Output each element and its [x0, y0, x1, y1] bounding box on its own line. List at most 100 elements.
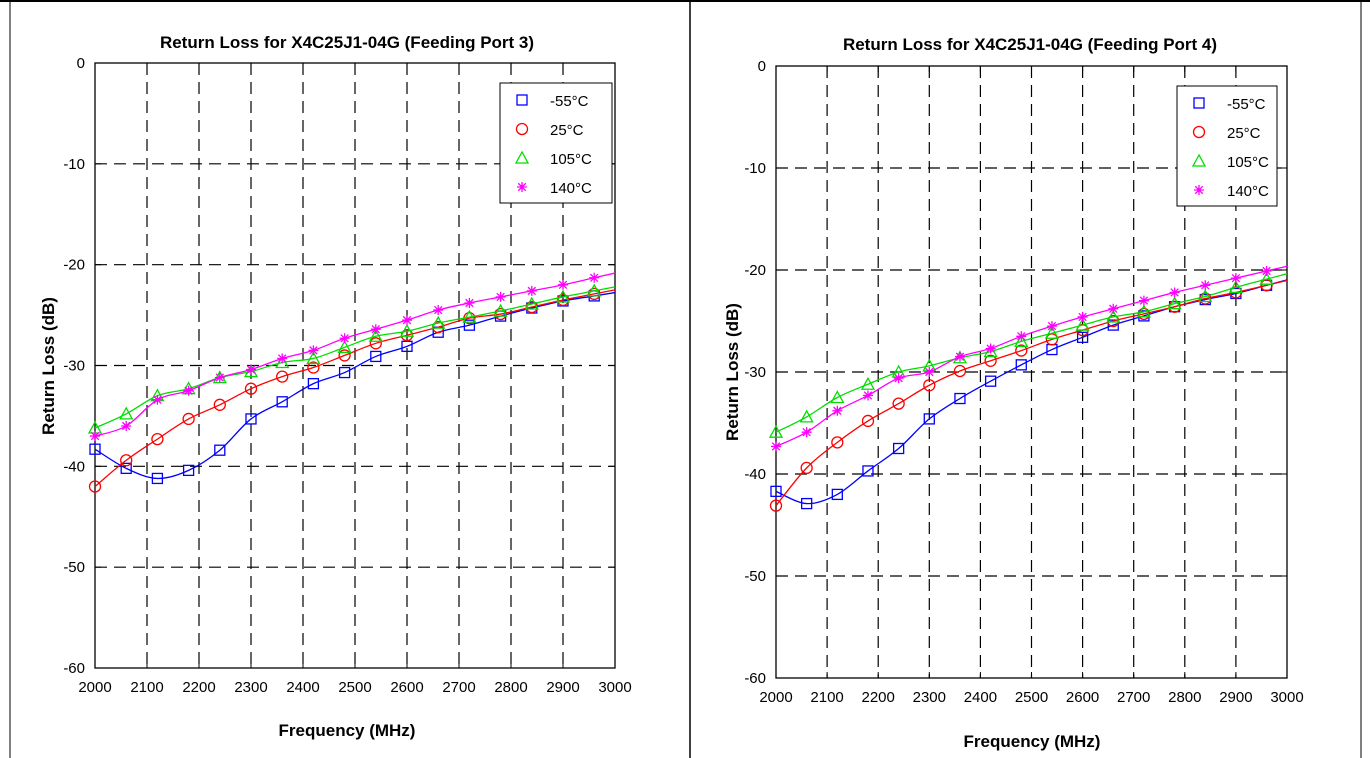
data-point-2 — [119, 406, 134, 420]
data-point-3 — [152, 394, 163, 405]
data-point-2 — [587, 283, 602, 297]
y-tick-label: -50 — [63, 559, 85, 576]
data-point-2 — [1136, 304, 1152, 318]
data-point-0 — [463, 319, 476, 331]
data-point-0 — [984, 375, 997, 387]
data-point-0 — [923, 413, 935, 425]
chart-title: Return Loss for X4C25J1-04G (Feeding Por… — [160, 33, 534, 52]
data-point-3 — [1200, 280, 1211, 291]
data-point-0 — [1015, 359, 1027, 371]
data-point-2 — [555, 289, 571, 303]
axis-ticks: 2000 2100 2200 2300 2400 2500 2600 2700 2800 2900… — [744, 58, 1303, 706]
data-point-1 — [182, 412, 195, 426]
x-tick-label: 2400 — [286, 679, 319, 696]
data-point-0 — [862, 465, 874, 477]
axis-ticks: 2000 2100 2200 2300 2400 2500 2600 2700 2800 2900… — [63, 55, 631, 696]
data-point-1 — [800, 461, 813, 475]
data-point-3 — [1261, 266, 1272, 277]
data-point-2 — [860, 376, 876, 390]
y-tick-label: -20 — [63, 257, 85, 274]
legend-label: 105°C — [550, 151, 592, 168]
data-point-2 — [524, 296, 539, 310]
data-point-0 — [370, 350, 382, 363]
data-point-3 — [893, 373, 904, 384]
data-point-0 — [182, 464, 195, 477]
data-point-3 — [801, 427, 812, 438]
data-point-1 — [892, 397, 905, 410]
y-axis-label: Return Loss (dB) — [39, 297, 58, 435]
series-line-1 — [775, 279, 1288, 507]
x-tick-label: 2800 — [1168, 689, 1201, 706]
data-point-0 — [954, 392, 966, 405]
data-point-3 — [339, 333, 350, 344]
data-point-2 — [337, 339, 352, 354]
y-axis-label: Return Loss (dB) — [723, 303, 742, 441]
data-point-3 — [924, 367, 935, 377]
chart-port-3: Return Loss for X4C25J1-04G (Feeding Por… — [39, 33, 632, 740]
y-tick-label: -30 — [744, 364, 766, 381]
data-point-0 — [892, 442, 905, 455]
data-point-1 — [769, 499, 783, 512]
data-point-2 — [1106, 309, 1121, 323]
data-point-2 — [1228, 279, 1243, 293]
data-point-3 — [526, 285, 537, 296]
data-point-0 — [120, 462, 132, 475]
data-point-3 — [1230, 273, 1241, 284]
data-point-3 — [589, 272, 600, 283]
data-point-0 — [801, 497, 813, 510]
data-point-2 — [306, 351, 321, 365]
y-tick-label: -30 — [63, 358, 85, 375]
y-tick-label: -10 — [744, 160, 766, 177]
y-tick-label: 0 — [77, 55, 85, 72]
legend-marker-2 — [1191, 153, 1207, 167]
chart-port-4: Return Loss for X4C25J1-04G (Feeding Por… — [723, 35, 1304, 751]
data-point-3 — [1169, 287, 1180, 298]
data-point-2 — [1259, 271, 1274, 285]
legend-label: -55°C — [1227, 96, 1266, 113]
data-point-3 — [954, 351, 965, 362]
x-tick-label: 2000 — [78, 679, 111, 696]
data-point-0 — [276, 396, 288, 408]
x-tick-label: 3000 — [1270, 689, 1303, 706]
y-tick-label: -50 — [744, 568, 766, 585]
data-point-1 — [953, 364, 967, 378]
data-point-2 — [431, 315, 446, 329]
legend-marker-1 — [1192, 125, 1206, 139]
data-point-1 — [338, 349, 351, 362]
data-point-1 — [276, 370, 289, 383]
legend-marker-3 — [517, 182, 527, 192]
x-tick-label: 2500 — [338, 679, 371, 696]
data-point-1 — [831, 436, 844, 449]
data-point-2 — [462, 309, 477, 323]
data-point-3 — [495, 291, 506, 302]
legend-label: 25°C — [550, 122, 584, 139]
data-point-1 — [120, 454, 133, 467]
chart-title: Return Loss for X4C25J1-04G (Feeding Por… — [843, 35, 1217, 54]
x-tick-label: 2800 — [494, 679, 527, 696]
y-tick-label: -20 — [744, 262, 766, 279]
y-tick-label: -60 — [63, 660, 85, 677]
data-point-2 — [768, 424, 784, 438]
legend: -55°C 25°C 105°C 140°C — [499, 82, 613, 204]
data-point-1 — [307, 361, 320, 374]
x-tick-label: 2900 — [546, 679, 579, 696]
y-tick-label: -40 — [744, 466, 766, 483]
data-point-3 — [1108, 303, 1119, 314]
y-tick-label: 0 — [758, 58, 766, 75]
legend-label: 25°C — [1227, 125, 1261, 142]
data-point-1 — [984, 354, 997, 367]
x-tick-label: 2700 — [442, 679, 475, 696]
data-point-3 — [1046, 321, 1057, 332]
data-point-3 — [862, 390, 873, 401]
data-point-1 — [213, 398, 226, 411]
data-point-3 — [90, 431, 100, 442]
x-tick-label: 2100 — [130, 679, 163, 696]
legend-label: 140°C — [550, 180, 592, 197]
data-point-0 — [1076, 331, 1089, 343]
data-point-0 — [1107, 319, 1119, 331]
data-point-2 — [399, 323, 415, 337]
data-point-0 — [89, 443, 101, 455]
series-group — [87, 272, 616, 493]
data-point-2 — [799, 409, 814, 423]
